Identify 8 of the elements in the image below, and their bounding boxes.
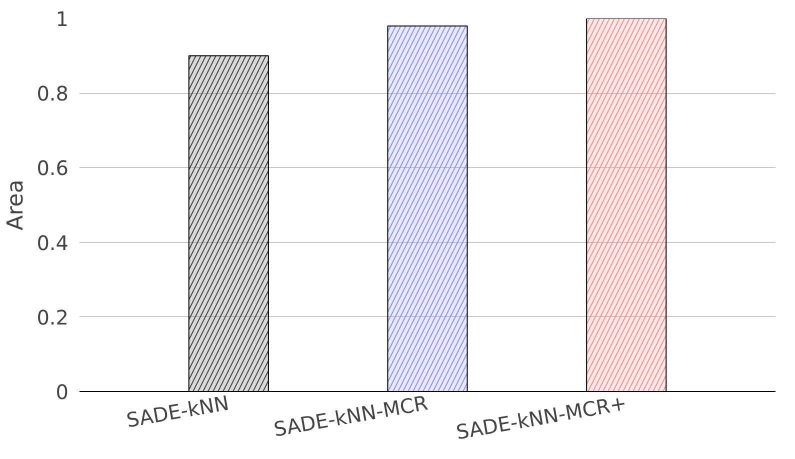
y-axis-title: Area [4,180,29,230]
y-tick-label: 1 [56,7,69,31]
y-tick-label: 0.6 [36,156,69,180]
y-tick-label: 0.4 [36,230,69,255]
x-tick-label: SADE-kNN [124,390,231,432]
y-tick-label: 0 [56,380,69,404]
y-tick-label: 0.2 [36,305,69,330]
y-tick-label: 0.8 [36,82,69,106]
